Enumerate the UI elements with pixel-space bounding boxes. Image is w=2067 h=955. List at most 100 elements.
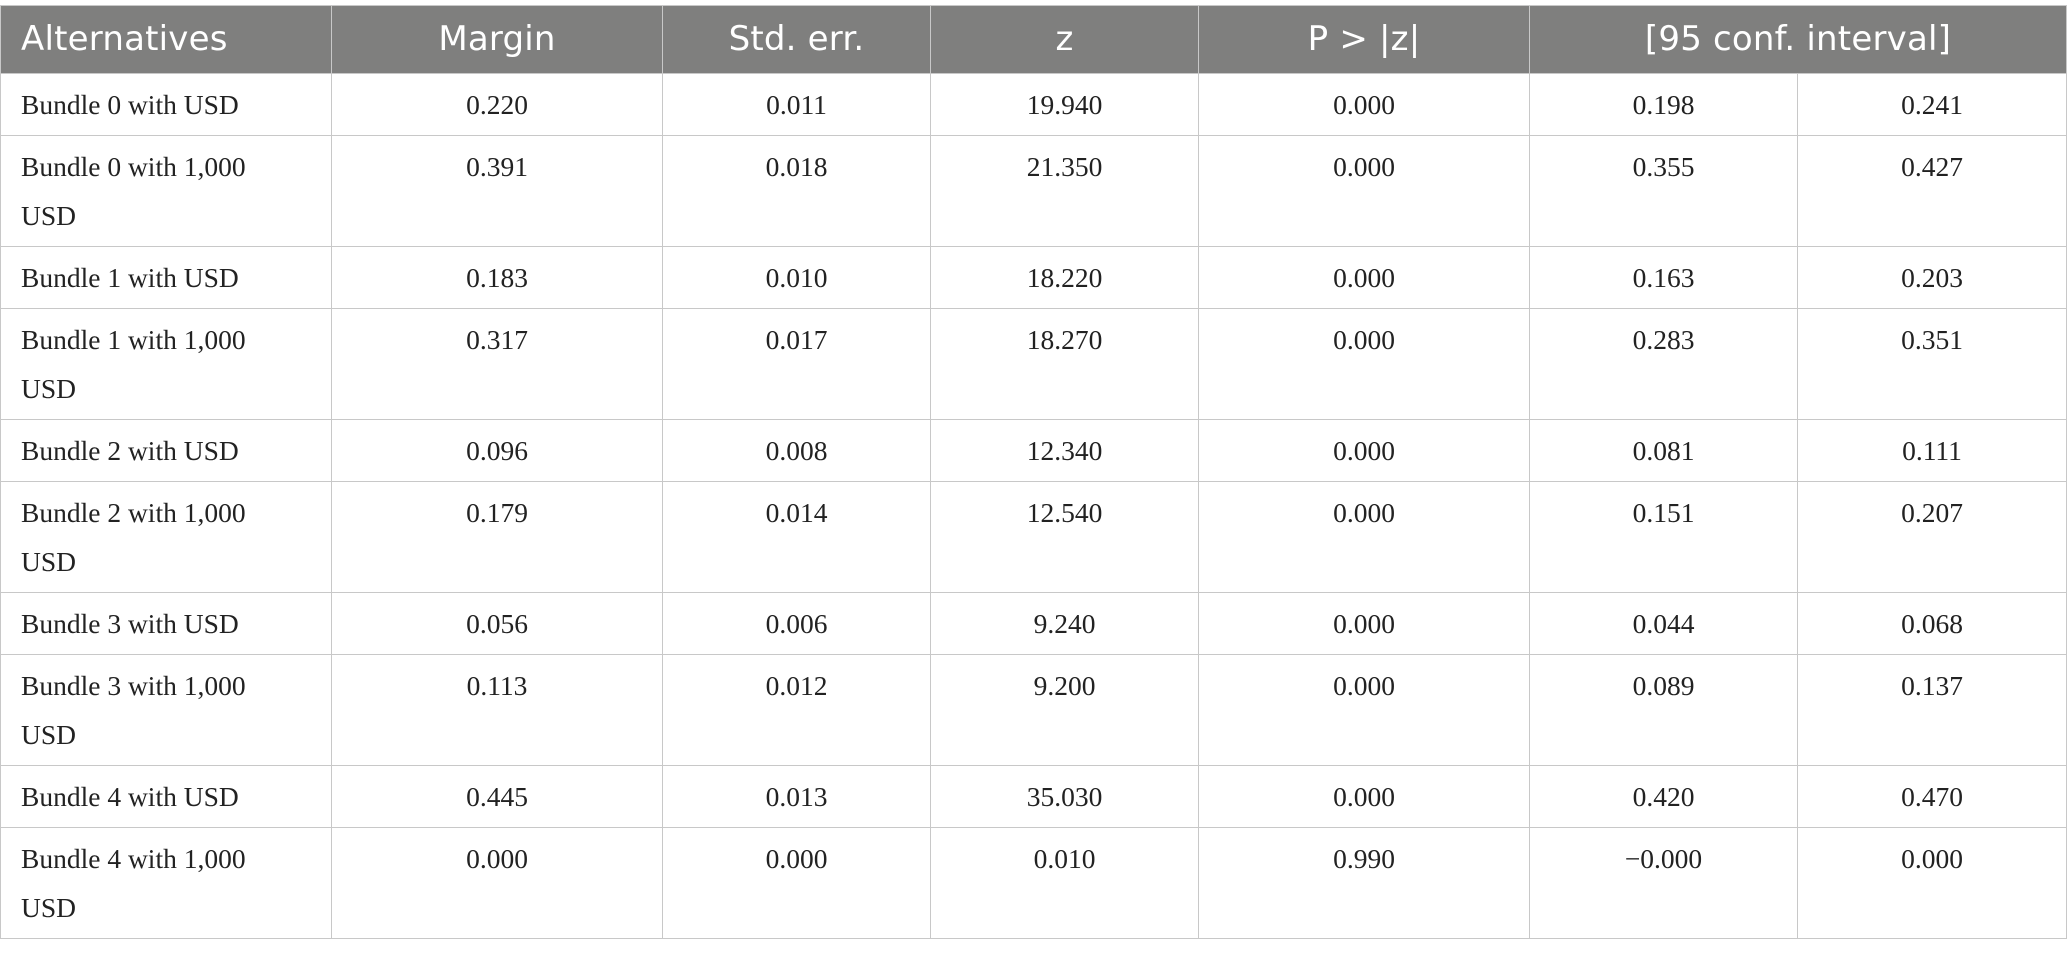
std-err-cell-text: 0.008 [765, 435, 828, 466]
z-cell-text: 18.270 [1026, 324, 1103, 355]
std-err-cell: 0.006 [662, 592, 931, 655]
p-value-cell-text: 0.000 [1333, 497, 1395, 528]
alternative-cell: Bundle 2 with USD [0, 419, 332, 482]
header-row: Alternatives Margin Std. err. z P > |z| … [0, 5, 2067, 74]
ci-upper-cell-text: 0.111 [1902, 435, 1962, 466]
margin-cell-text: 0.445 [466, 781, 528, 812]
ci-upper-cell-text: 0.427 [1901, 151, 1963, 182]
alternative-cell-text: Bundle 2 with 1,000 USD [21, 497, 246, 577]
alternative-cell-text: Bundle 4 with 1,000 USD [21, 843, 246, 923]
margin-cell-text: 0.000 [466, 843, 528, 874]
p-value-cell: 0.000 [1198, 765, 1530, 828]
z-cell-text: 19.940 [1026, 89, 1103, 120]
ci-lower-cell-text: 0.044 [1632, 608, 1695, 639]
std-err-cell: 0.018 [662, 135, 931, 247]
alternative-cell: Bundle 3 with 1,000 USD [0, 654, 332, 766]
ci-lower-cell: −0.000 [1529, 827, 1798, 939]
ci-upper-cell-text: 0.000 [1901, 843, 1963, 874]
p-value-cell-text: 0.000 [1333, 781, 1395, 812]
z-cell: 18.220 [930, 246, 1199, 309]
ci-upper-cell: 0.068 [1797, 592, 2067, 655]
margin-cell-text: 0.113 [466, 670, 528, 701]
p-value-cell: 0.000 [1198, 481, 1530, 593]
margin-cell: 0.445 [331, 765, 663, 828]
margin-cell: 0.096 [331, 419, 663, 482]
p-value-cell: 0.000 [1198, 592, 1530, 655]
ci-lower-cell: 0.283 [1529, 308, 1798, 420]
p-value-cell-text: 0.000 [1333, 262, 1395, 293]
std-err-cell-text: 0.012 [765, 670, 828, 701]
table-row: Bundle 2 with 1,000 USD 0.179 0.014 12.540 0… [0, 481, 2067, 593]
alternative-cell: Bundle 1 with USD [0, 246, 332, 309]
std-err-cell-text: 0.017 [765, 324, 828, 355]
std-err-cell-text: 0.013 [765, 781, 828, 812]
p-value-cell-text: 0.000 [1333, 670, 1395, 701]
p-value-cell-text: 0.000 [1333, 151, 1395, 182]
header-z: z [930, 5, 1199, 74]
header-std-err: Std. err. [662, 5, 931, 74]
p-value-cell: 0.000 [1198, 654, 1530, 766]
table-row: Bundle 4 with USD 0.445 0.013 35.030 0.000 0.… [0, 765, 2067, 828]
ci-upper-cell-text: 0.137 [1901, 670, 1963, 701]
header-alternatives: Alternatives [0, 5, 332, 74]
ci-lower-cell: 0.355 [1529, 135, 1798, 247]
std-err-cell-text: 0.010 [765, 262, 828, 293]
std-err-cell: 0.010 [662, 246, 931, 309]
ci-lower-cell-text: 0.163 [1632, 262, 1695, 293]
p-value-cell: 0.000 [1198, 246, 1530, 309]
p-value-cell-text: 0.990 [1333, 843, 1395, 874]
margin-cell: 0.113 [331, 654, 663, 766]
ci-upper-cell-text: 0.351 [1901, 324, 1963, 355]
ci-lower-cell-text: 0.355 [1632, 151, 1695, 182]
margin-cell: 0.220 [331, 73, 663, 136]
margin-cell: 0.317 [331, 308, 663, 420]
alternative-cell: Bundle 1 with 1,000 USD [0, 308, 332, 420]
ci-upper-cell: 0.241 [1797, 73, 2067, 136]
z-cell-text: 0.010 [1033, 843, 1096, 874]
z-cell-text: 18.220 [1026, 262, 1103, 293]
p-value-cell-text: 0.000 [1333, 89, 1395, 120]
margin-cell-text: 0.056 [466, 608, 528, 639]
ci-upper-cell: 0.470 [1797, 765, 2067, 828]
std-err-cell-text: 0.014 [765, 497, 828, 528]
ci-upper-cell-text: 0.241 [1901, 89, 1963, 120]
margin-cell: 0.183 [331, 246, 663, 309]
table-header: Alternatives Margin Std. err. z P > |z| … [0, 5, 2067, 74]
z-cell: 18.270 [930, 308, 1199, 420]
alternative-cell: Bundle 4 with USD [0, 765, 332, 828]
ci-lower-cell: 0.420 [1529, 765, 1798, 828]
table-row: Bundle 3 with USD 0.056 0.006 9.240 0.000 0.0… [0, 592, 2067, 655]
ci-upper-cell-text: 0.207 [1901, 497, 1963, 528]
ci-lower-cell-text: 0.089 [1632, 670, 1695, 701]
z-cell: 19.940 [930, 73, 1199, 136]
margin-cell-text: 0.391 [466, 151, 528, 182]
std-err-cell-text: 0.006 [765, 608, 828, 639]
z-cell-text: 12.340 [1026, 435, 1103, 466]
z-cell: 12.340 [930, 419, 1199, 482]
alternative-cell-text: Bundle 0 with USD [21, 89, 239, 120]
z-cell: 9.200 [930, 654, 1199, 766]
margin-cell: 0.391 [331, 135, 663, 247]
margin-cell: 0.000 [331, 827, 663, 939]
table-row: Bundle 0 with USD 0.220 0.011 19.940 0.000 0.… [0, 73, 2067, 136]
ci-upper-cell: 0.207 [1797, 481, 2067, 593]
std-err-cell-text: 0.018 [765, 151, 828, 182]
p-value-cell-text: 0.000 [1333, 435, 1395, 466]
p-value-cell: 0.000 [1198, 73, 1530, 136]
std-err-cell-text: 0.011 [766, 89, 827, 120]
alternative-cell-text: Bundle 4 with USD [21, 781, 239, 812]
p-value-cell: 0.990 [1198, 827, 1530, 939]
std-err-cell: 0.011 [662, 73, 931, 136]
ci-upper-cell: 0.000 [1797, 827, 2067, 939]
margin-cell-text: 0.317 [466, 324, 528, 355]
p-value-cell: 0.000 [1198, 308, 1530, 420]
header-conf-interval: [95 conf. interval] [1529, 5, 2067, 74]
std-err-cell: 0.012 [662, 654, 931, 766]
table-row: Bundle 2 with USD 0.096 0.008 12.340 0.000 0.… [0, 419, 2067, 482]
ci-lower-cell-text: 0.198 [1632, 89, 1695, 120]
std-err-cell-text: 0.000 [765, 843, 828, 874]
ci-upper-cell-text: 0.203 [1901, 262, 1963, 293]
alternative-cell-text: Bundle 3 with 1,000 USD [21, 670, 246, 750]
table-row: Bundle 1 with USD 0.183 0.010 18.220 0.000 0.… [0, 246, 2067, 309]
ci-upper-cell-text: 0.470 [1901, 781, 1963, 812]
